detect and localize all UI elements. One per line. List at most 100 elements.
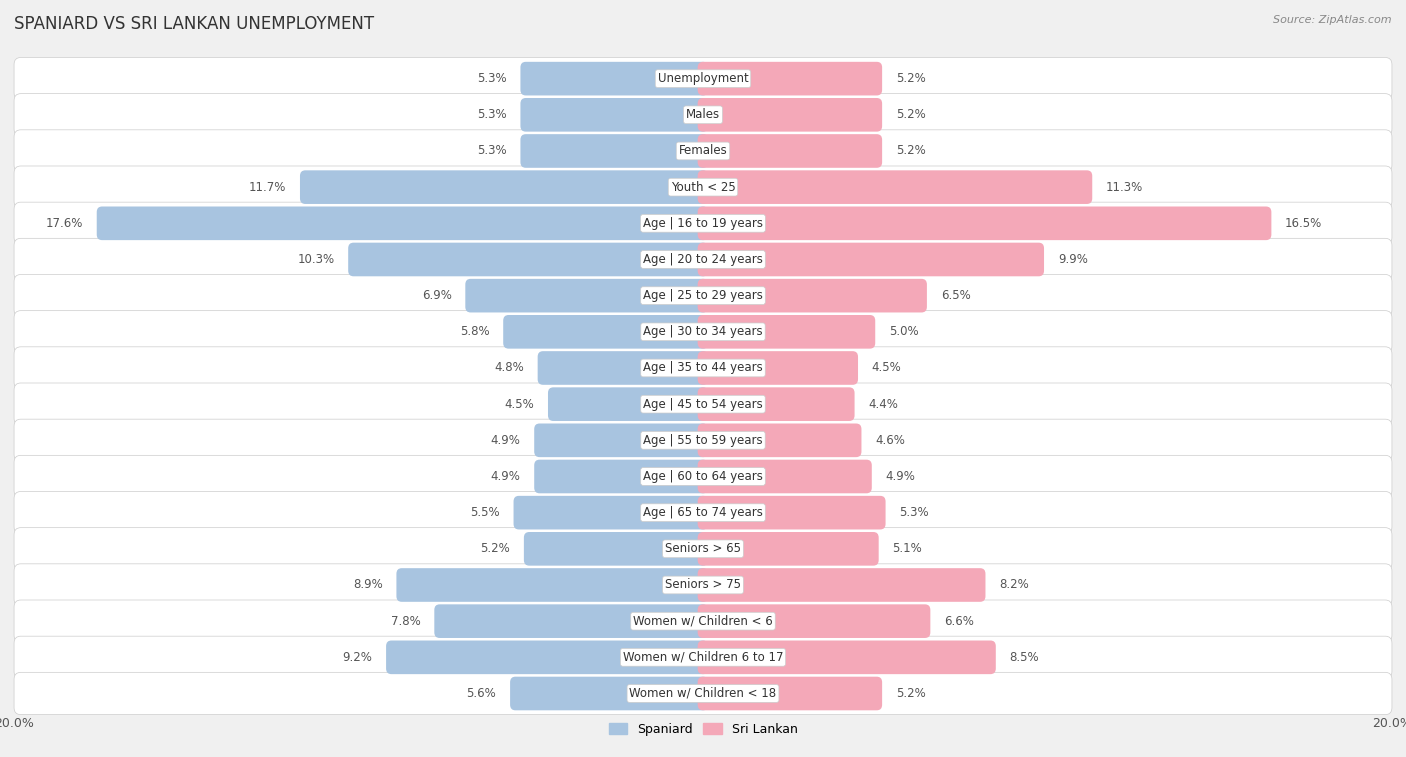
FancyBboxPatch shape <box>697 351 858 385</box>
FancyBboxPatch shape <box>697 134 882 168</box>
FancyBboxPatch shape <box>299 170 709 204</box>
FancyBboxPatch shape <box>510 677 709 710</box>
FancyBboxPatch shape <box>697 98 882 132</box>
Text: Age | 65 to 74 years: Age | 65 to 74 years <box>643 506 763 519</box>
FancyBboxPatch shape <box>697 496 886 529</box>
FancyBboxPatch shape <box>697 207 1271 240</box>
Text: Age | 60 to 64 years: Age | 60 to 64 years <box>643 470 763 483</box>
FancyBboxPatch shape <box>14 672 1392 715</box>
FancyBboxPatch shape <box>537 351 709 385</box>
Text: Age | 55 to 59 years: Age | 55 to 59 years <box>643 434 763 447</box>
Legend: Spaniard, Sri Lankan: Spaniard, Sri Lankan <box>603 718 803 741</box>
Text: 10.3%: 10.3% <box>297 253 335 266</box>
Text: Seniors > 75: Seniors > 75 <box>665 578 741 591</box>
Text: Age | 20 to 24 years: Age | 20 to 24 years <box>643 253 763 266</box>
FancyBboxPatch shape <box>14 383 1392 425</box>
Text: 5.2%: 5.2% <box>896 72 925 85</box>
FancyBboxPatch shape <box>14 202 1392 245</box>
FancyBboxPatch shape <box>14 58 1392 100</box>
Text: 4.4%: 4.4% <box>869 397 898 410</box>
FancyBboxPatch shape <box>14 419 1392 462</box>
FancyBboxPatch shape <box>697 459 872 494</box>
FancyBboxPatch shape <box>14 528 1392 570</box>
FancyBboxPatch shape <box>697 243 1045 276</box>
FancyBboxPatch shape <box>697 640 995 674</box>
Text: SPANIARD VS SRI LANKAN UNEMPLOYMENT: SPANIARD VS SRI LANKAN UNEMPLOYMENT <box>14 15 374 33</box>
FancyBboxPatch shape <box>387 640 709 674</box>
Text: 17.6%: 17.6% <box>45 217 83 230</box>
Text: 9.9%: 9.9% <box>1057 253 1088 266</box>
FancyBboxPatch shape <box>14 238 1392 281</box>
Text: 5.2%: 5.2% <box>896 687 925 700</box>
FancyBboxPatch shape <box>697 170 1092 204</box>
FancyBboxPatch shape <box>697 677 882 710</box>
Text: 5.3%: 5.3% <box>900 506 929 519</box>
FancyBboxPatch shape <box>14 166 1392 208</box>
Text: 6.5%: 6.5% <box>941 289 970 302</box>
Text: 5.6%: 5.6% <box>467 687 496 700</box>
FancyBboxPatch shape <box>513 496 709 529</box>
Text: 6.6%: 6.6% <box>945 615 974 628</box>
Text: 4.9%: 4.9% <box>491 434 520 447</box>
Text: 8.2%: 8.2% <box>1000 578 1029 591</box>
Text: Unemployment: Unemployment <box>658 72 748 85</box>
Text: 5.0%: 5.0% <box>889 326 918 338</box>
Text: 5.5%: 5.5% <box>470 506 499 519</box>
FancyBboxPatch shape <box>14 275 1392 317</box>
Text: Youth < 25: Youth < 25 <box>671 181 735 194</box>
FancyBboxPatch shape <box>520 62 709 95</box>
FancyBboxPatch shape <box>14 600 1392 643</box>
Text: 11.7%: 11.7% <box>249 181 287 194</box>
FancyBboxPatch shape <box>14 129 1392 172</box>
Text: 5.2%: 5.2% <box>896 108 925 121</box>
Text: 4.5%: 4.5% <box>505 397 534 410</box>
Text: 5.1%: 5.1% <box>893 542 922 556</box>
Text: 4.9%: 4.9% <box>491 470 520 483</box>
FancyBboxPatch shape <box>14 636 1392 678</box>
FancyBboxPatch shape <box>548 388 709 421</box>
Text: Source: ZipAtlas.com: Source: ZipAtlas.com <box>1274 15 1392 25</box>
FancyBboxPatch shape <box>465 279 709 313</box>
Text: Age | 30 to 34 years: Age | 30 to 34 years <box>643 326 763 338</box>
Text: 11.3%: 11.3% <box>1107 181 1143 194</box>
Text: 8.5%: 8.5% <box>1010 651 1039 664</box>
FancyBboxPatch shape <box>534 423 709 457</box>
FancyBboxPatch shape <box>14 310 1392 353</box>
FancyBboxPatch shape <box>697 423 862 457</box>
FancyBboxPatch shape <box>697 532 879 565</box>
Text: 7.8%: 7.8% <box>391 615 420 628</box>
FancyBboxPatch shape <box>697 569 986 602</box>
FancyBboxPatch shape <box>503 315 709 349</box>
FancyBboxPatch shape <box>697 62 882 95</box>
Text: 5.8%: 5.8% <box>460 326 489 338</box>
Text: 4.6%: 4.6% <box>875 434 905 447</box>
FancyBboxPatch shape <box>396 569 709 602</box>
Text: Seniors > 65: Seniors > 65 <box>665 542 741 556</box>
FancyBboxPatch shape <box>697 388 855 421</box>
Text: 8.9%: 8.9% <box>353 578 382 591</box>
FancyBboxPatch shape <box>14 564 1392 606</box>
Text: Age | 35 to 44 years: Age | 35 to 44 years <box>643 362 763 375</box>
Text: Age | 45 to 54 years: Age | 45 to 54 years <box>643 397 763 410</box>
FancyBboxPatch shape <box>14 347 1392 389</box>
FancyBboxPatch shape <box>697 315 875 349</box>
FancyBboxPatch shape <box>14 455 1392 497</box>
Text: Age | 16 to 19 years: Age | 16 to 19 years <box>643 217 763 230</box>
Text: 5.3%: 5.3% <box>477 108 506 121</box>
Text: 16.5%: 16.5% <box>1285 217 1323 230</box>
Text: Women w/ Children 6 to 17: Women w/ Children 6 to 17 <box>623 651 783 664</box>
FancyBboxPatch shape <box>520 98 709 132</box>
Text: 5.3%: 5.3% <box>477 72 506 85</box>
FancyBboxPatch shape <box>14 94 1392 136</box>
FancyBboxPatch shape <box>14 491 1392 534</box>
FancyBboxPatch shape <box>97 207 709 240</box>
Text: Women w/ Children < 6: Women w/ Children < 6 <box>633 615 773 628</box>
FancyBboxPatch shape <box>697 279 927 313</box>
Text: Women w/ Children < 18: Women w/ Children < 18 <box>630 687 776 700</box>
Text: Males: Males <box>686 108 720 121</box>
FancyBboxPatch shape <box>534 459 709 494</box>
FancyBboxPatch shape <box>349 243 709 276</box>
FancyBboxPatch shape <box>524 532 709 565</box>
FancyBboxPatch shape <box>434 604 709 638</box>
Text: 5.3%: 5.3% <box>477 145 506 157</box>
